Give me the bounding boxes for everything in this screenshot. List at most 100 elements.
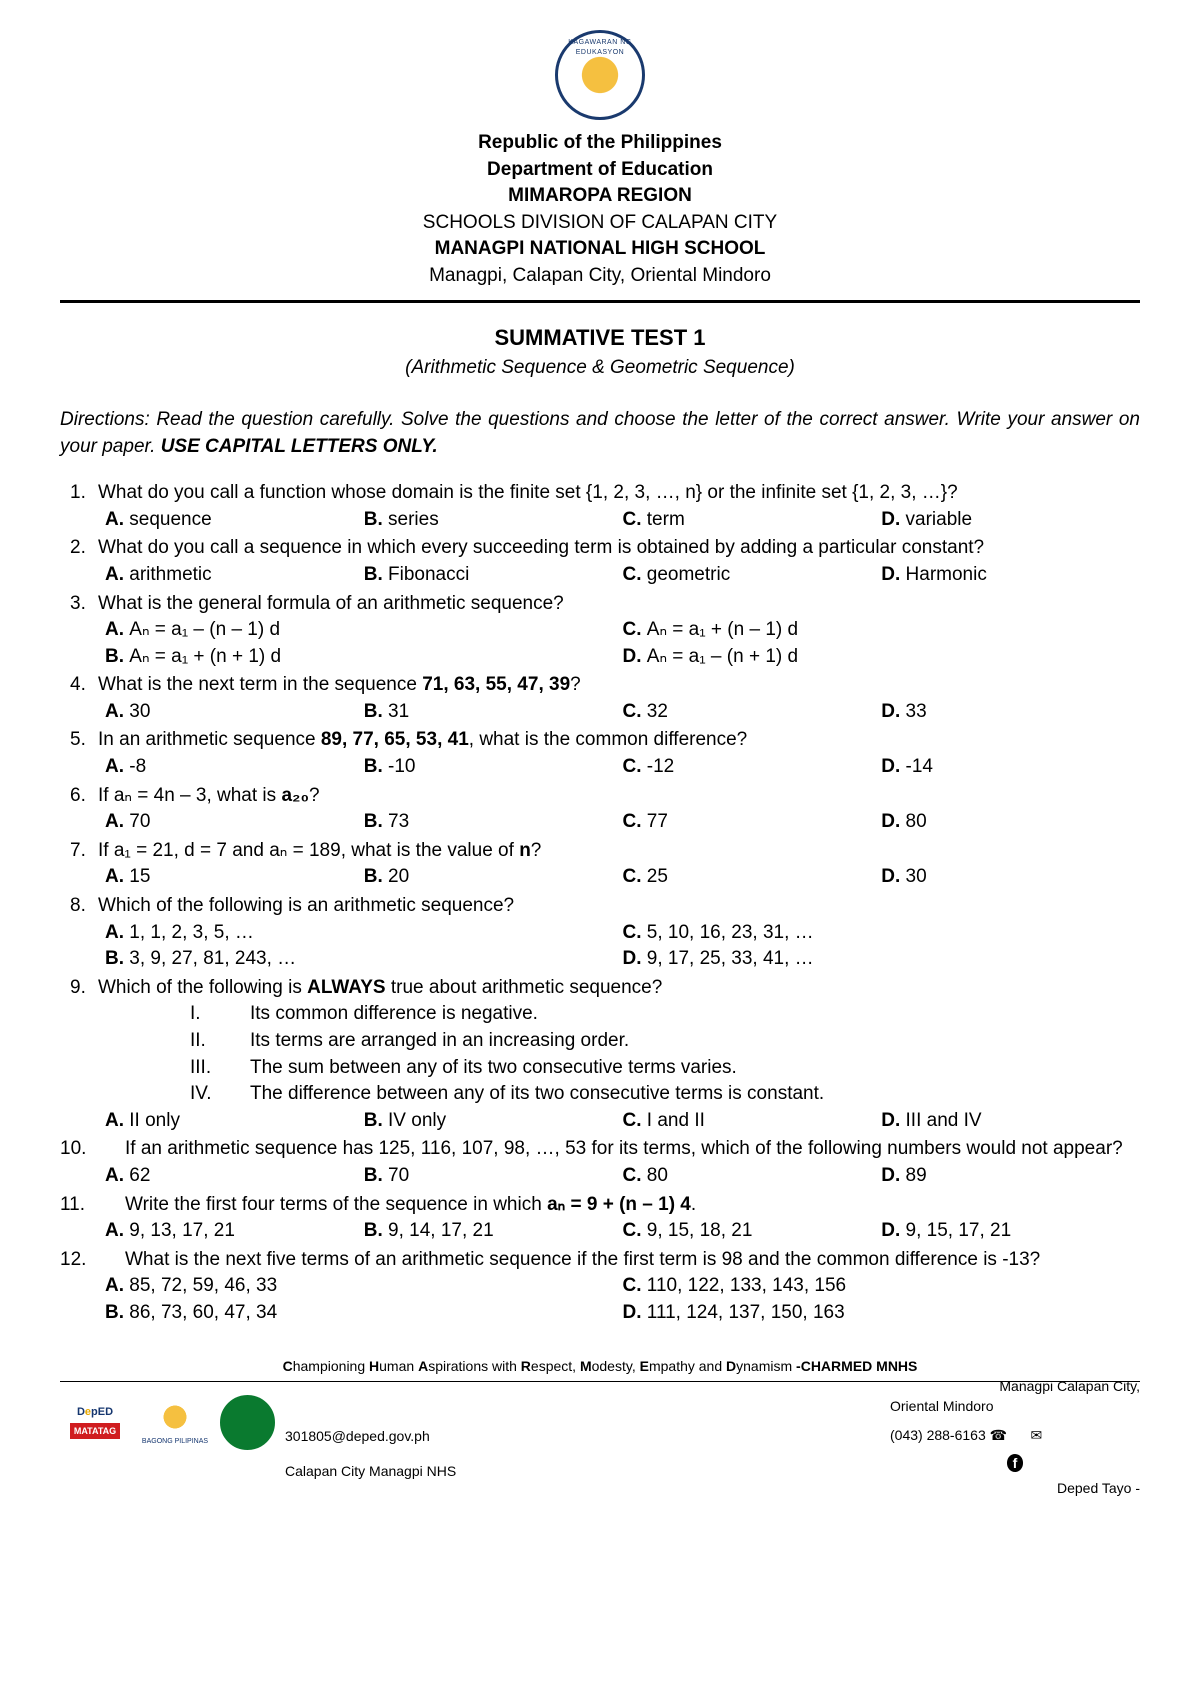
header-line: Managpi, Calapan City, Oriental Mindoro — [60, 263, 1140, 290]
header-line: Republic of the Philippines — [60, 130, 1140, 157]
option-d: D. 80 — [881, 809, 1140, 836]
q-text: What is the next term in the sequence 71… — [98, 674, 581, 695]
option-c: C. 9, 15, 18, 21 — [623, 1218, 882, 1245]
option-b: B. series — [364, 507, 623, 534]
option-a: A. 85, 72, 59, 46, 33 — [105, 1273, 623, 1300]
deped-seal-icon — [555, 30, 645, 120]
option-d: D. 9, 15, 17, 21 — [881, 1218, 1140, 1245]
option-b: B. 9, 14, 17, 21 — [364, 1218, 623, 1245]
option-b: B. Fibonacci — [364, 562, 623, 589]
option-d: D. 9, 17, 25, 33, 41, … — [623, 946, 1141, 973]
school-motto: Championing Human Aspirations with Respe… — [60, 1357, 1140, 1377]
option-d: D. Harmonic — [881, 562, 1140, 589]
option-c: C. geometric — [623, 562, 882, 589]
question-9: 9.Which of the following is ALWAYS true … — [105, 975, 1140, 1135]
option-a: A. II only — [105, 1108, 364, 1135]
q-text: What is the general formula of an arithm… — [98, 593, 564, 614]
school-logo-icon — [220, 1395, 275, 1450]
question-12: 12.What is the next five terms of an ari… — [60, 1247, 1140, 1327]
q-text: If aₙ = 4n – 3, what is a₂₀? — [98, 785, 320, 806]
bagong-pilipinas-logo-icon: BAGONG PILIPINAS — [140, 1392, 210, 1452]
question-11: 11.Write the first four terms of the seq… — [60, 1192, 1140, 1245]
q-text: Which of the following is ALWAYS true ab… — [98, 977, 662, 998]
option-b: B. 20 — [364, 864, 623, 891]
header-line: Department of Education — [60, 157, 1140, 184]
q-number: 6. — [70, 783, 98, 810]
option-a: A. -8 — [105, 754, 364, 781]
question-3: 3.What is the general formula of an arit… — [105, 591, 1140, 671]
option-b: B. 73 — [364, 809, 623, 836]
option-a: A. Aₙ = a₁ – (n – 1) d — [105, 617, 623, 644]
option-d: D. III and IV — [881, 1108, 1140, 1135]
option-a: A. 15 — [105, 864, 364, 891]
q-text: If an arithmetic sequence has 125, 116, … — [125, 1138, 1123, 1159]
directions: Directions: Read the question carefully.… — [60, 407, 1140, 460]
option-b: B. 86, 73, 60, 47, 34 — [105, 1300, 623, 1327]
question-7: 7.If a₁ = 21, d = 7 and aₙ = 189, what i… — [105, 838, 1140, 891]
q-number: 11. — [60, 1192, 125, 1219]
q-number: 8. — [70, 893, 98, 920]
q-number: 10. — [60, 1136, 125, 1163]
option-b: B. 3, 9, 27, 81, 243, … — [105, 946, 623, 973]
option-d: D. Aₙ = a₁ – (n + 1) d — [623, 644, 1141, 671]
header-line: MIMAROPA REGION — [60, 183, 1140, 210]
option-c: C. Aₙ = a₁ + (n – 1) d — [623, 617, 1141, 644]
option-b: B. 70 — [364, 1163, 623, 1190]
option-d: D. 89 — [881, 1163, 1140, 1190]
option-a: A. 62 — [105, 1163, 364, 1190]
question-10: 10.If an arithmetic sequence has 125, 11… — [60, 1136, 1140, 1189]
question-list: 1.What do you call a function whose doma… — [60, 480, 1140, 1326]
q-number: 12. — [60, 1247, 125, 1274]
header-divider — [60, 300, 1140, 303]
email-icon: ✉ — [1030, 1427, 1042, 1443]
question-6: 6.If aₙ = 4n – 3, what is a₂₀? A. 70 B. … — [105, 783, 1140, 836]
option-d: D. 30 — [881, 864, 1140, 891]
q-number: 5. — [70, 727, 98, 754]
test-title: SUMMATIVE TEST 1 — [60, 323, 1140, 354]
question-1: 1.What do you call a function whose doma… — [105, 480, 1140, 533]
option-c: C. 110, 122, 133, 143, 156 — [623, 1273, 1141, 1300]
q-number: 2. — [70, 535, 98, 562]
facebook-icon: f — [1007, 1454, 1024, 1472]
option-c: C. -12 — [623, 754, 882, 781]
footer-center: 301805@deped.gov.ph Calapan City Managpi… — [275, 1392, 890, 1481]
header-line: MANAGPI NATIONAL HIGH SCHOOL — [60, 236, 1140, 263]
phone-icon: ☎ — [990, 1427, 1007, 1443]
option-d: D. -14 — [881, 754, 1140, 781]
option-a: A. 70 — [105, 809, 364, 836]
option-c: C. 25 — [623, 864, 882, 891]
option-b: B. IV only — [364, 1108, 623, 1135]
roman-options: I.Its common difference is negative. II.… — [105, 1001, 1140, 1107]
footer-right: Managpi Calapan City, Oriental Mindoro (… — [890, 1392, 1140, 1498]
option-b: B. Aₙ = a₁ + (n + 1) d — [105, 644, 623, 671]
q-number: 3. — [70, 591, 98, 618]
option-a: A. 30 — [105, 699, 364, 726]
option-c: C. 80 — [623, 1163, 882, 1190]
option-a: A. sequence — [105, 507, 364, 534]
footer: DepED MATATAG BAGONG PILIPINAS 301805@de… — [60, 1392, 1140, 1498]
option-d: D. 111, 124, 137, 150, 163 — [623, 1300, 1141, 1327]
header-line: SCHOOLS DIVISION OF CALAPAN CITY — [60, 210, 1140, 237]
deped-logo-icon: DepED MATATAG — [60, 1392, 130, 1452]
option-c: C. 77 — [623, 809, 882, 836]
option-d: D. variable — [881, 507, 1140, 534]
option-b: B. -10 — [364, 754, 623, 781]
question-5: 5.In an arithmetic sequence 89, 77, 65, … — [105, 727, 1140, 780]
question-4: 4.What is the next term in the sequence … — [105, 672, 1140, 725]
option-c: C. 5, 10, 16, 23, 31, … — [623, 920, 1141, 947]
option-a: A. 1, 1, 2, 3, 5, … — [105, 920, 623, 947]
option-b: B. 31 — [364, 699, 623, 726]
question-8: 8.Which of the following is an arithmeti… — [105, 893, 1140, 973]
q-text: What do you call a function whose domain… — [98, 482, 958, 503]
q-text: What do you call a sequence in which eve… — [98, 537, 984, 558]
option-c: C. term — [623, 507, 882, 534]
q-text: Write the first four terms of the sequen… — [125, 1194, 696, 1215]
option-d: D. 33 — [881, 699, 1140, 726]
test-subtitle: (Arithmetic Sequence & Geometric Sequenc… — [60, 355, 1140, 382]
q-text: In an arithmetic sequence 89, 77, 65, 53… — [98, 729, 747, 750]
q-text: If a₁ = 21, d = 7 and aₙ = 189, what is … — [98, 840, 541, 861]
q-number: 7. — [70, 838, 98, 865]
option-c: C. 32 — [623, 699, 882, 726]
option-a: A. 9, 13, 17, 21 — [105, 1218, 364, 1245]
option-c: C. I and II — [623, 1108, 882, 1135]
